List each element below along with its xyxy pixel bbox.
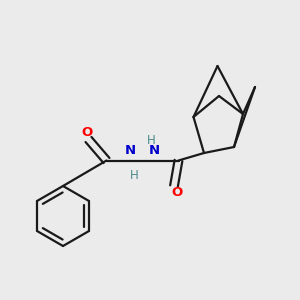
Text: N: N — [125, 145, 136, 158]
Text: O: O — [171, 185, 183, 199]
Text: H: H — [130, 169, 139, 182]
Text: N: N — [149, 145, 160, 158]
Text: O: O — [81, 126, 93, 140]
Text: H: H — [146, 134, 155, 147]
